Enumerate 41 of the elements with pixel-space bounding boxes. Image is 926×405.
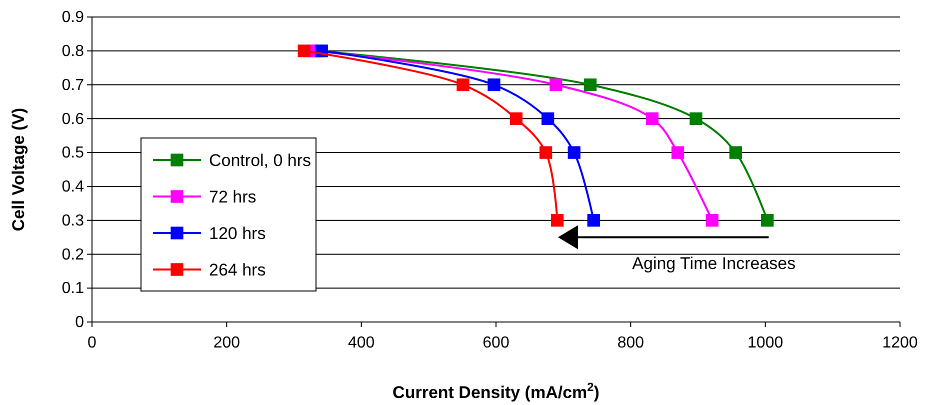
y-tick-label: 0.3: [62, 212, 84, 230]
annotation: Aging Time Increases: [632, 254, 796, 274]
point: [761, 214, 774, 227]
x-tick-label: 1000: [748, 334, 784, 352]
y-tick-label: 0.8: [62, 43, 84, 60]
point: [550, 78, 562, 92]
point: [542, 112, 554, 125]
x-tick-label: 400: [348, 334, 375, 352]
point: [540, 146, 552, 159]
point: [584, 78, 597, 92]
legend-label: Control, 0 hrs: [209, 151, 312, 170]
x-tick-label: 1200: [882, 334, 918, 352]
point: [456, 78, 470, 92]
x-axis-title: Current Density (mA/cm$^{2}$): [392, 380, 600, 402]
y-tick-label: 0.4: [62, 178, 84, 196]
x-tick-label: 0: [88, 334, 97, 352]
x-tick-label: 800: [617, 334, 644, 352]
point: [706, 214, 718, 227]
point: [646, 112, 659, 125]
y-tick-label: 0.1: [62, 280, 84, 298]
point: [587, 214, 600, 227]
x-tick-label: 600: [482, 334, 510, 352]
legend-label: 120 hrs: [209, 224, 266, 243]
point: [671, 146, 684, 159]
point: [568, 146, 580, 159]
x-tick-label: 200: [213, 334, 240, 352]
y-tick-label: 0.2: [62, 246, 84, 264]
y-tick-label: 0.9: [62, 9, 84, 26]
y-axis-title: Cell Voltage (V): [9, 108, 28, 232]
point: [298, 44, 310, 58]
y-tick-label: 0.7: [62, 76, 84, 94]
point: [690, 112, 702, 125]
y-tick-label: 0.6: [62, 110, 84, 128]
point: [488, 78, 500, 92]
point: [510, 112, 523, 125]
legend-label: 264 hrs: [209, 260, 266, 280]
point: [550, 214, 564, 227]
y-tick-label: 0.5: [62, 144, 84, 162]
point: [729, 146, 742, 159]
y-tick-label: 0: [75, 314, 84, 332]
legend-label: 72 hrs: [209, 188, 256, 206]
